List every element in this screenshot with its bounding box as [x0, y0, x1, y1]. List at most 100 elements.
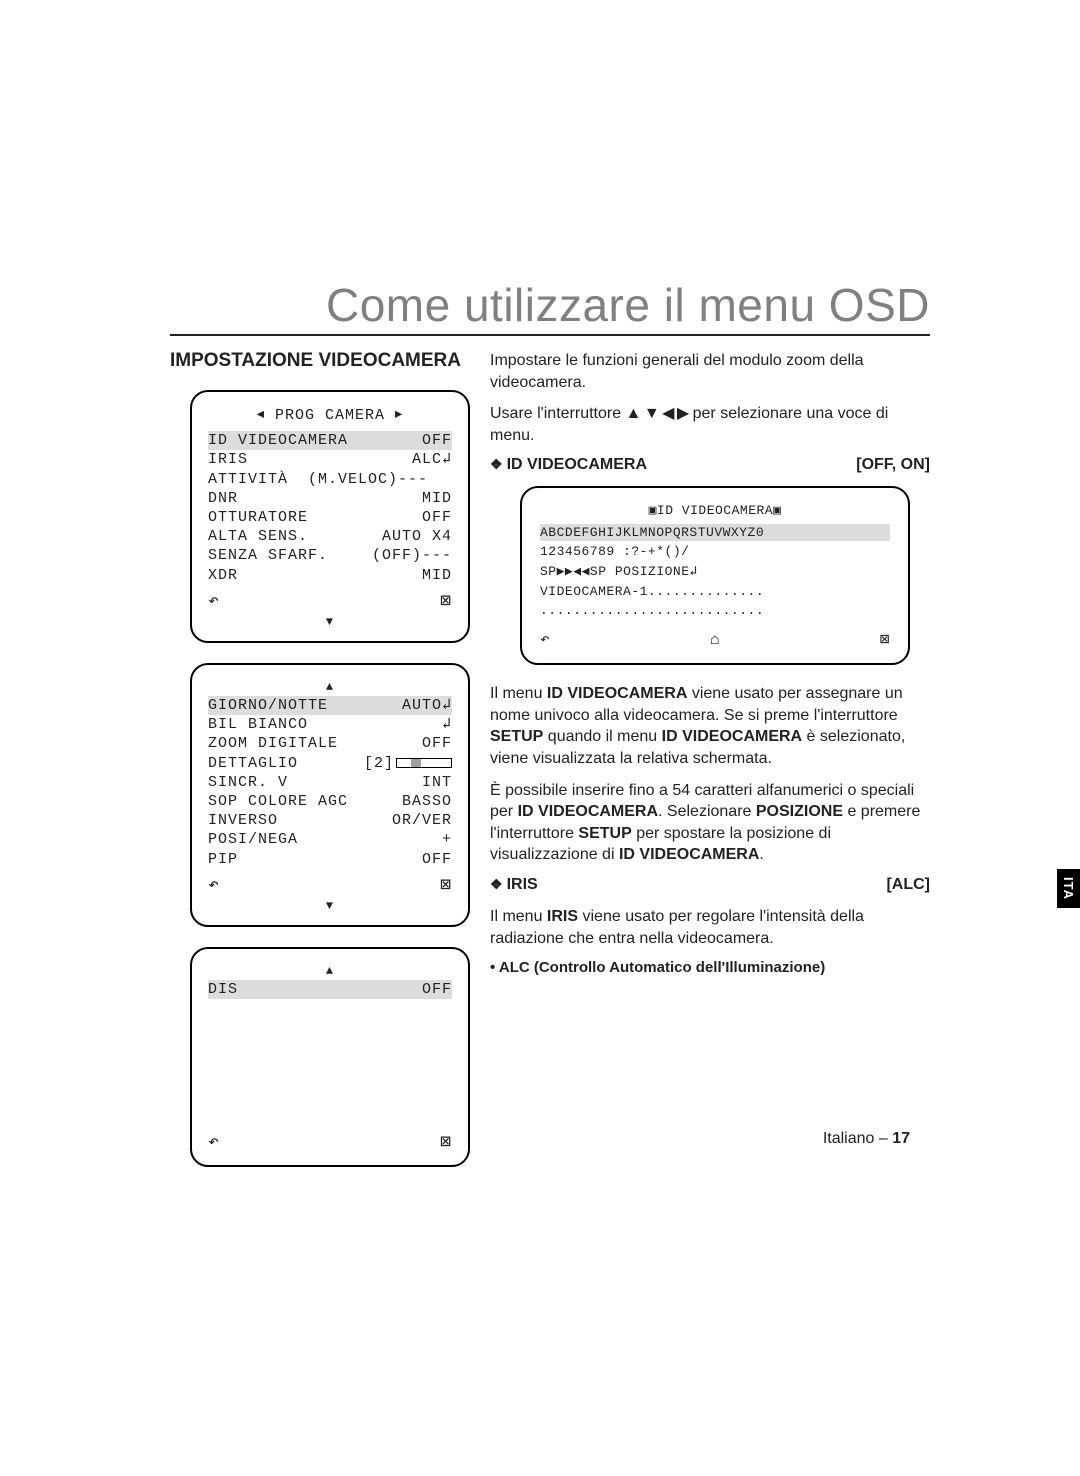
subhead-value: [ALC] — [886, 876, 930, 894]
footer-lang: Italiano – — [823, 1130, 892, 1147]
osd-row: BIL BIANCO ↲ — [208, 715, 452, 734]
triangle-up-icon: ▲ — [326, 680, 334, 694]
osd-value: OFF — [422, 850, 452, 869]
osd-value: ALC↲ — [412, 450, 452, 469]
osd-row: DNR MID — [208, 489, 452, 508]
osd-label: SENZA SFARF. — [208, 546, 328, 565]
osd-row: ZOOM DIGITALE OFF — [208, 734, 452, 753]
osd-value: MID — [422, 566, 452, 585]
osd-id-videocamera: ▣ID VIDEOCAMERA▣ ABCDEFGHIJKLMNOPQRSTUVW… — [520, 486, 910, 665]
osd-value: AUTO X4 — [382, 527, 452, 546]
osd-label: OTTURATORE — [208, 508, 308, 527]
osd-row: GIORNO/NOTTE AUTO↲ — [208, 696, 452, 715]
osd-value: OFF — [422, 431, 452, 450]
page-footer: Italiano – 17 — [823, 1130, 910, 1148]
diamond-icon: ❖ — [490, 456, 503, 472]
id-dots-line: ........................... — [540, 602, 890, 620]
osd-box-page3: ▲ DISOFF ↶ ⊠ — [190, 947, 470, 1167]
osd-row: SENZA SFARF. (OFF)--- — [208, 546, 452, 565]
paragraph-id-desc: Il menu ID VIDEOCAMERA viene usato per a… — [490, 683, 930, 769]
text: Usare l'interruttore — [490, 405, 626, 422]
osd-label: DIS — [208, 980, 238, 999]
osd-label: PIP — [208, 850, 238, 869]
osd-value: [2] — [364, 754, 452, 773]
osd-label: DNR — [208, 489, 238, 508]
bold-text: IRIS — [547, 908, 578, 925]
osd-value: OR/VER — [392, 811, 452, 830]
triangle-right-icon: ▶ — [395, 407, 403, 421]
slider-icon — [396, 758, 452, 768]
osd-row: ALTA SENS. AUTO X4 — [208, 527, 452, 546]
osd-value: MID — [422, 489, 452, 508]
return-icon: ↶ — [208, 875, 220, 898]
chapter-title: Come utilizzare il menu OSD — [170, 278, 930, 336]
section-heading: IMPOSTAZIONE VIDEOCAMERA — [170, 350, 470, 372]
osd-value: INT — [422, 773, 452, 792]
text: . — [759, 846, 763, 863]
osd-value: AUTO↲ — [402, 696, 452, 715]
intro-paragraph-1: Impostare le funzioni generali del modul… — [490, 350, 930, 393]
osd-label: GIORNO/NOTTE — [208, 696, 328, 715]
osd-row: ATTIVITÀ (M.VELOC)--- — [208, 470, 452, 489]
osd-label: IRIS — [208, 450, 248, 469]
osd-label: ATTIVITÀ (M.VELOC)--- — [208, 470, 428, 489]
home-icon: ⌂ — [710, 630, 720, 652]
osd-row: ID VIDEOCAMERA OFF — [208, 431, 452, 450]
text: Il menu — [490, 685, 547, 702]
osd-label: DETTAGLIO — [208, 754, 298, 773]
paragraph-iris: Il menu IRIS viene usato per regolare l'… — [490, 906, 930, 949]
osd-box-page2: ▲ GIORNO/NOTTE AUTO↲ BIL BIANCO ↲ ZOOM DIG… — [190, 663, 470, 927]
osd-value: OFF — [422, 508, 452, 527]
osd-label: XDR — [208, 566, 238, 585]
box-icon: ▣ — [649, 503, 657, 518]
subhead-label: IRIS — [507, 876, 538, 893]
osd-id-title-text: ID VIDEOCAMERA — [657, 503, 773, 518]
osd-label: ID VIDEOCAMERA — [208, 431, 348, 450]
bold-text: ID VIDEOCAMERA — [547, 685, 687, 702]
triangle-up-icon: ▲ — [326, 964, 334, 978]
triangle-down-icon: ▼ — [326, 899, 334, 913]
osd-row: SINCR. V INT — [208, 773, 452, 792]
osd-label: ALTA SENS. — [208, 527, 308, 546]
osd-row: IRIS ALC↲ — [208, 450, 452, 469]
osd-value: (OFF)--- — [372, 546, 452, 565]
triangle-left-icon: ◀ — [257, 407, 265, 421]
footer-page-number: 17 — [892, 1130, 910, 1147]
bold-text: ID VIDEOCAMERA — [662, 728, 802, 745]
osd-label: INVERSO — [208, 811, 278, 830]
intro-paragraph-2: Usare l'interruttore ▲ ▼ ◀ ▶ per selezio… — [490, 403, 930, 446]
osd-value: BASSO — [402, 792, 452, 811]
bold-text: SETUP — [490, 728, 543, 745]
osd-label: ZOOM DIGITALE — [208, 734, 338, 753]
osd-value: ↲ — [442, 715, 452, 734]
osd-row: PIP OFF — [208, 850, 452, 869]
osd-row: SOP COLORE AGC BASSO — [208, 792, 452, 811]
bold-text: POSIZIONE — [756, 803, 843, 820]
bold-text: ID VIDEOCAMERA — [518, 803, 658, 820]
diamond-icon: ❖ — [490, 876, 503, 892]
osd-box-prog-camera: ◀ PROG CAMERA ▶ ID VIDEOCAMERA OFF IRIS AL… — [190, 390, 470, 643]
return-icon: ↶ — [208, 1132, 220, 1155]
subhead-label: ID VIDEOCAMERA — [507, 456, 647, 473]
osd1-title: ◀ PROG CAMERA ▶ — [208, 406, 452, 425]
subhead-id-videocamera: ❖ID VIDEOCAMERA [OFF, ON] — [490, 456, 930, 474]
subhead-value: [OFF, ON] — [856, 456, 930, 474]
osd-label: SOP COLORE AGC — [208, 792, 348, 811]
osd-value: + — [442, 830, 452, 849]
osd-value: OFF — [422, 734, 452, 753]
osd1-title-text: PROG CAMERA — [275, 407, 385, 424]
osd-label: SINCR. V — [208, 773, 288, 792]
osd-row: OTTURATORE OFF — [208, 508, 452, 527]
id-sp-line: SP▶▶◀◀SP POSIZIONE↲ — [540, 563, 890, 581]
bold-text: ID VIDEOCAMERA — [619, 846, 759, 863]
text: Il menu — [490, 908, 547, 925]
arrow-keys-icon: ▲ ▼ ◀ ▶ — [626, 405, 689, 422]
text: . Selezionare — [658, 803, 756, 820]
osd-label: BIL BIANCO — [208, 715, 308, 734]
return-icon: ↶ — [208, 591, 220, 614]
subhead-iris: ❖IRIS [ALC] — [490, 876, 930, 894]
id-charset-line: 123456789 :?-+*()/ — [540, 543, 890, 561]
osd-label: POSI/NEGA — [208, 830, 298, 849]
osd-row: XDR MID — [208, 566, 452, 585]
osd-value: OFF — [422, 980, 452, 999]
